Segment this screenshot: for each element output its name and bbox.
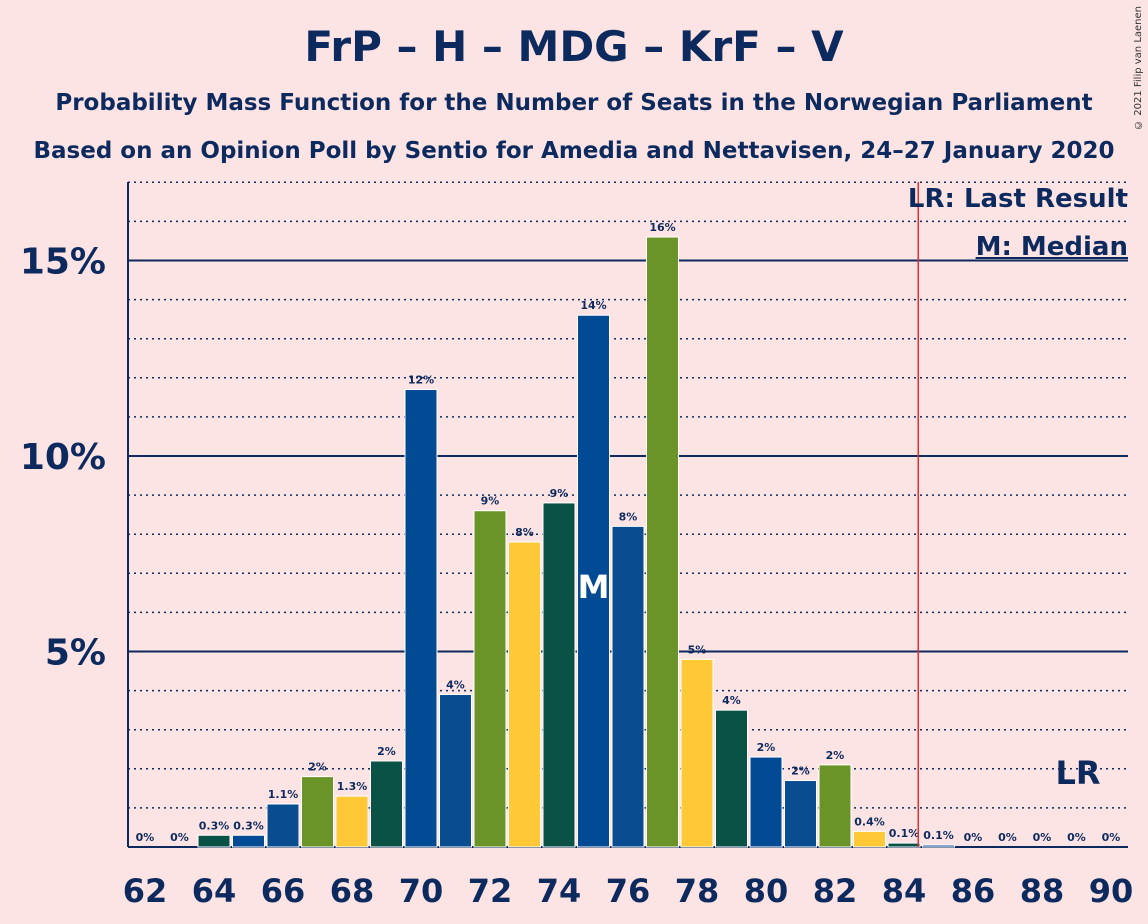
bar-seat-75 xyxy=(577,314,610,848)
y-tick-label: 5% xyxy=(45,633,106,674)
data-label-seat-86: 0% xyxy=(964,831,983,844)
bar-seat-65 xyxy=(232,834,265,848)
y-tick-label: 10% xyxy=(20,437,106,478)
x-tick-label: 74 xyxy=(537,872,582,910)
x-tick-label: 64 xyxy=(192,872,237,910)
median-marker: M xyxy=(578,568,610,606)
x-tick-label: 90 xyxy=(1089,872,1134,910)
x-tick-label: 68 xyxy=(330,872,375,910)
data-label-seat-76: 8% xyxy=(619,510,638,523)
data-label-seat-63: 0% xyxy=(170,831,189,844)
data-label-seat-85: 0.1% xyxy=(923,829,954,842)
legend-median: M: Median xyxy=(975,232,1128,262)
data-label-seat-62: 0% xyxy=(136,831,155,844)
data-label-seat-74: 9% xyxy=(550,487,569,500)
data-label-seat-78: 5% xyxy=(688,643,707,656)
x-tick-label: 86 xyxy=(951,872,996,910)
data-label-seat-75: 14% xyxy=(580,299,606,312)
x-tick-label: 62 xyxy=(123,872,168,910)
data-label-seat-89: 0% xyxy=(1067,831,1086,844)
bar-seat-81 xyxy=(784,780,817,848)
x-tick-label: 76 xyxy=(606,872,651,910)
bar-seat-71 xyxy=(439,694,472,848)
data-label-seat-66: 1.1% xyxy=(268,788,299,801)
data-label-seat-83: 0.4% xyxy=(854,815,885,828)
chart-subtitle-poll: Based on an Opinion Poll by Sentio for A… xyxy=(33,138,1115,164)
data-label-seat-81: 2% xyxy=(791,765,810,778)
y-tick-label: 15% xyxy=(20,242,106,283)
data-label-seat-90: 0% xyxy=(1102,831,1121,844)
data-label-seat-65: 0.3% xyxy=(233,819,264,832)
data-label-seat-82: 2% xyxy=(826,749,845,762)
last-result-marker: LR xyxy=(1055,754,1100,792)
bar-seat-79 xyxy=(715,709,748,848)
bar-seat-67 xyxy=(301,776,334,848)
bar-seat-78 xyxy=(680,658,714,848)
data-label-seat-73: 8% xyxy=(515,526,534,539)
data-label-seat-80: 2% xyxy=(757,741,776,754)
data-label-seat-88: 0% xyxy=(1033,831,1052,844)
bar-seat-68 xyxy=(335,795,369,848)
data-label-seat-68: 1.3% xyxy=(337,780,368,793)
x-tick-label: 84 xyxy=(882,872,927,910)
bar-seat-72 xyxy=(473,510,507,848)
bar-seat-80 xyxy=(749,756,783,848)
data-label-seat-77: 16% xyxy=(649,221,675,234)
bar-seat-73 xyxy=(508,541,541,848)
chart-subtitle: Probability Mass Function for the Number… xyxy=(55,90,1093,116)
bar-seat-77 xyxy=(646,236,679,848)
legend-last-result: LR: Last Result xyxy=(907,184,1128,214)
data-label-seat-71: 4% xyxy=(446,679,465,692)
chart-title: FrP – H – MDG – KrF – V xyxy=(304,22,844,71)
bar-seat-69 xyxy=(370,760,403,848)
x-tick-label: 82 xyxy=(813,872,858,910)
bar-seat-74 xyxy=(542,502,576,848)
bar-seat-64 xyxy=(197,834,231,848)
data-label-seat-87: 0% xyxy=(998,831,1017,844)
x-tick-label: 88 xyxy=(1020,872,1065,910)
data-label-seat-72: 9% xyxy=(481,495,500,508)
bar-seat-85 xyxy=(922,844,955,848)
x-tick-label: 80 xyxy=(744,872,789,910)
bar-seat-70 xyxy=(404,389,438,848)
data-label-seat-69: 2% xyxy=(377,745,396,758)
bar-seat-84 xyxy=(887,842,921,848)
data-label-seat-79: 4% xyxy=(722,694,741,707)
bar-seat-66 xyxy=(266,803,300,848)
bar-seat-83 xyxy=(853,830,886,848)
x-tick-label: 70 xyxy=(399,872,444,910)
bar-seat-76 xyxy=(611,525,645,848)
data-label-seat-67: 2% xyxy=(308,761,327,774)
x-tick-label: 78 xyxy=(675,872,720,910)
data-label-seat-84: 0.1% xyxy=(889,827,920,840)
data-label-seat-70: 12% xyxy=(408,374,434,387)
x-tick-label: 66 xyxy=(261,872,306,910)
x-tick-label: 72 xyxy=(468,872,513,910)
bar-seat-82 xyxy=(818,764,852,848)
data-label-seat-64: 0.3% xyxy=(199,819,230,832)
